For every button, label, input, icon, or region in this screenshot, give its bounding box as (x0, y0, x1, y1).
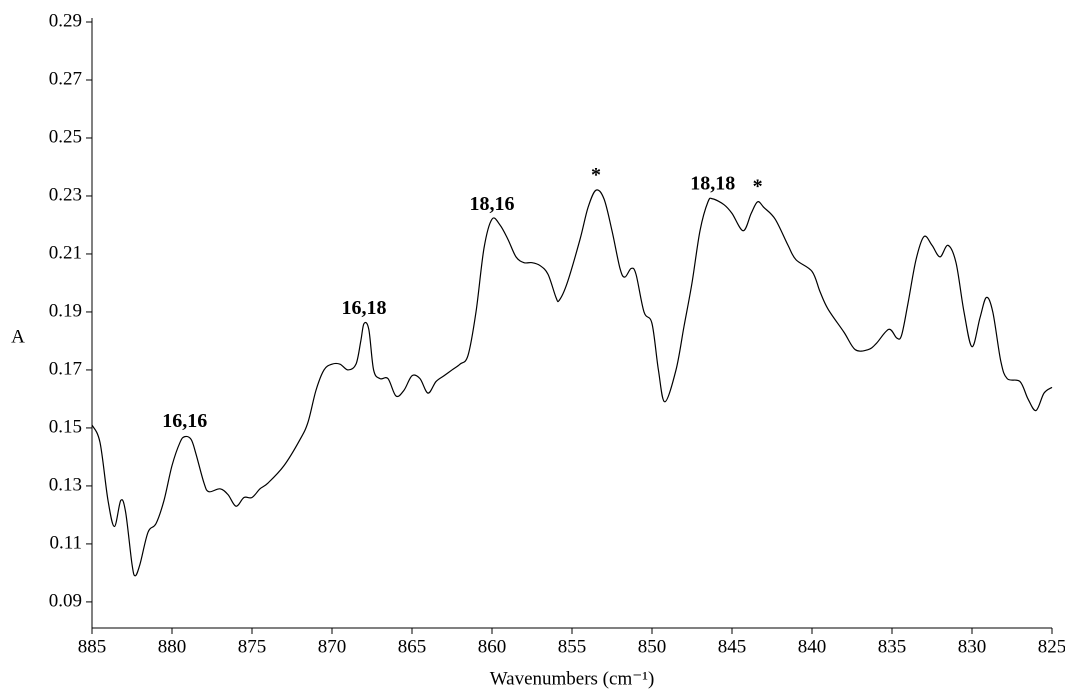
y-tick-label: 0.17 (49, 358, 82, 379)
x-tick-label: 830 (958, 636, 987, 657)
y-tick-label: 0.19 (49, 300, 82, 321)
x-tick-label: 865 (398, 636, 427, 657)
y-tick-label: 0.11 (49, 532, 82, 553)
x-tick-label: 880 (158, 636, 187, 657)
x-tick-label: 850 (638, 636, 667, 657)
spectrum-line (91, 189, 1053, 577)
x-tick-label: 840 (798, 636, 827, 657)
y-tick-label: 0.27 (49, 68, 82, 89)
y-axis-label: A (11, 326, 25, 347)
y-tick-label: 0.09 (49, 590, 82, 611)
x-tick-label: 835 (878, 636, 907, 657)
peak-annotation: * (591, 164, 601, 186)
peak-annotation: * (753, 175, 763, 197)
x-tick-label: 845 (718, 636, 747, 657)
x-tick-label: 870 (318, 636, 347, 657)
peak-annotation: 16,16 (162, 410, 207, 432)
peak-annotation: 18,16 (470, 193, 515, 215)
x-tick-label: 855 (558, 636, 587, 657)
x-tick-label: 885 (78, 636, 107, 657)
y-tick-label: 0.29 (49, 10, 82, 31)
x-tick-label: 860 (478, 636, 507, 657)
x-axis-label: Wavenumbers (cm⁻¹) (490, 668, 655, 689)
peak-annotation: 18,18 (690, 172, 735, 194)
x-tick-label: 875 (238, 636, 267, 657)
y-tick-label: 0.21 (49, 242, 82, 263)
y-tick-label: 0.13 (49, 474, 82, 495)
y-tick-label: 0.23 (49, 184, 82, 205)
y-tick-label: 0.25 (49, 126, 82, 147)
x-tick-label: 825 (1038, 636, 1065, 657)
peak-annotation: 16,18 (342, 297, 387, 319)
y-tick-label: 0.15 (49, 416, 82, 437)
